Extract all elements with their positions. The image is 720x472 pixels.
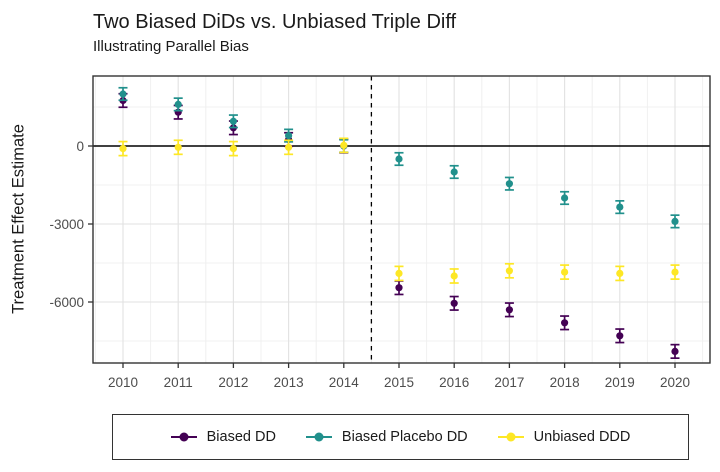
data-point xyxy=(671,268,679,276)
data-point xyxy=(671,217,679,225)
legend-label: Biased DD xyxy=(206,429,276,445)
data-point xyxy=(616,332,624,340)
legend-label: Biased Placebo DD xyxy=(341,429,468,445)
y-tick-label: 0 xyxy=(76,139,84,154)
series-unbiased-ddd xyxy=(118,137,680,284)
data-point xyxy=(174,143,182,151)
data-point xyxy=(285,132,293,140)
y-axis-title: Treatment Effect Estimate xyxy=(9,124,28,314)
data-point xyxy=(561,319,569,327)
panel-border xyxy=(92,75,711,364)
data-point xyxy=(229,145,237,153)
legend-key-unbiased-ddd-icon xyxy=(497,430,524,444)
data-point xyxy=(174,100,182,108)
data-point xyxy=(119,90,127,98)
grid-minor xyxy=(93,76,710,363)
chart-subtitle: Illustrating Parallel Bias xyxy=(93,38,249,55)
data-point xyxy=(505,267,513,275)
x-tick-label: 2017 xyxy=(494,375,524,390)
data-point xyxy=(616,203,624,211)
data-point xyxy=(229,117,237,125)
data-point xyxy=(616,269,624,277)
x-tick-label: 2014 xyxy=(329,375,360,390)
legend-item-biased-dd: Biased DD xyxy=(170,429,276,445)
x-tick-label: 2013 xyxy=(274,375,304,390)
legend-item-biased-placebo-dd: Biased Placebo DD xyxy=(305,429,468,445)
data-point xyxy=(395,155,403,163)
x-tick-label: 2011 xyxy=(164,375,193,390)
data-point xyxy=(450,168,458,176)
x-tick-label: 2018 xyxy=(550,375,580,390)
legend-item-unbiased-ddd: Unbiased DDD xyxy=(497,429,631,445)
data-point xyxy=(119,145,127,153)
legend-key-biased-placebo-dd-icon xyxy=(305,430,332,444)
x-tick-label: 2020 xyxy=(660,375,690,390)
data-point xyxy=(450,272,458,280)
data-point xyxy=(505,306,513,314)
data-point xyxy=(395,269,403,277)
y-tick-label: -6000 xyxy=(49,295,84,310)
data-point xyxy=(450,299,458,307)
x-tick-label: 2016 xyxy=(439,375,469,390)
data-point xyxy=(285,143,293,151)
legend-key-biased-dd-icon xyxy=(170,430,197,444)
y-tick-label: -3000 xyxy=(49,217,84,232)
series-biased-placebo-dd xyxy=(118,86,680,229)
legend-label: Unbiased DDD xyxy=(533,429,631,445)
x-tick-label: 2012 xyxy=(218,375,248,390)
legend: Biased DD Biased Placebo DD Unbiased DDD xyxy=(112,414,689,460)
chart-title: Two Biased DiDs vs. Unbiased Triple Diff xyxy=(93,11,457,33)
x-tick-label: 2019 xyxy=(605,375,635,390)
data-point xyxy=(395,284,403,292)
data-point xyxy=(561,268,569,276)
data-point xyxy=(505,180,513,188)
x-tick-label: 2010 xyxy=(108,375,138,390)
data-point xyxy=(340,141,348,149)
data-point xyxy=(561,194,569,202)
data-point xyxy=(671,347,679,355)
axes: 2010 2011 2012 2013 2014 2015 2016 2017 2018 2019… xyxy=(49,139,690,390)
x-tick-label: 2015 xyxy=(384,375,414,390)
grid-major xyxy=(93,76,710,363)
